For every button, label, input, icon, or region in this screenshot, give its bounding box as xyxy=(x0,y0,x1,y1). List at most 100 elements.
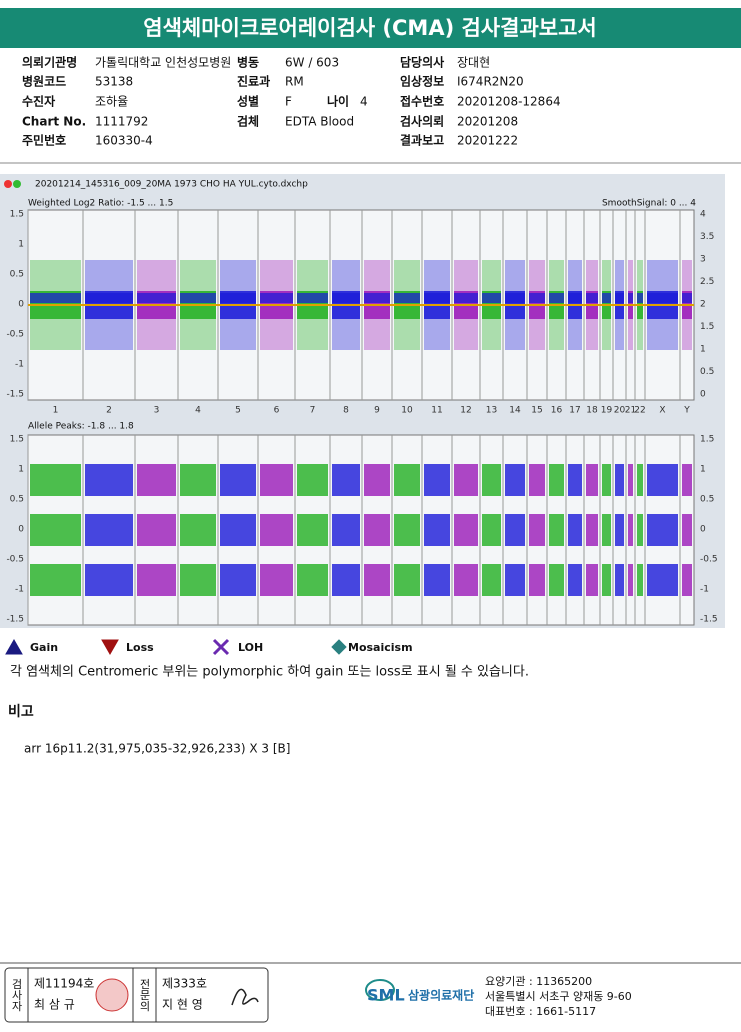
y-tick-label: 0.5 xyxy=(10,495,24,505)
allele-cloud xyxy=(602,564,611,596)
chrom-label: 18 xyxy=(586,406,598,416)
allele-cloud xyxy=(505,464,525,496)
y2-tick-label: 2 xyxy=(700,300,706,310)
field-label: 성별 xyxy=(237,94,259,109)
allele-cloud xyxy=(549,464,564,496)
remarks-title: 비고 xyxy=(8,704,34,720)
legend-label: Gain xyxy=(30,641,58,654)
log-ratio-band xyxy=(647,293,678,303)
log-ratio-band xyxy=(628,293,633,303)
allele-cloud xyxy=(647,464,678,496)
chrom-label: 5 xyxy=(235,406,241,416)
examiner-no: 제11194호 xyxy=(34,977,94,991)
file-name: 20201214_145316_009_20MA 1973 CHO HA YUL… xyxy=(35,180,308,190)
log-ratio-band xyxy=(505,293,525,303)
y2-tick-label: 0 xyxy=(700,525,706,535)
legend-label: Mosaicism xyxy=(348,641,413,654)
allele-cloud xyxy=(615,514,624,546)
title: 염색체마이크로어레이검사 (CMA) 검사결과보고서 xyxy=(143,16,596,40)
chrom-label: 22 xyxy=(634,406,645,416)
chrom-label: 1 xyxy=(53,406,59,416)
allele-cloud xyxy=(364,464,390,496)
doctor-title: 전문의 xyxy=(138,978,151,1012)
examiner-name: 최 삼 규 xyxy=(34,998,75,1012)
field-value: 가톨릭대학교 인천성모병원 xyxy=(95,55,231,70)
allele-cloud xyxy=(424,464,450,496)
y2-tick-label: 1.5 xyxy=(700,435,714,445)
allele-cloud xyxy=(364,564,390,596)
allele-cloud xyxy=(454,514,478,546)
y-tick-label: 0 xyxy=(18,300,24,310)
allele-cloud xyxy=(220,464,256,496)
chrom-label: 11 xyxy=(431,406,442,416)
allele-cloud xyxy=(137,464,176,496)
chrom-label: X xyxy=(659,406,665,416)
field-value: 20201222 xyxy=(457,134,518,148)
log-ratio-band xyxy=(220,293,256,303)
y2-tick-label: 3.5 xyxy=(700,232,714,242)
y-tick-label: 1.5 xyxy=(10,435,24,445)
chrom-label: 2 xyxy=(106,406,112,416)
allele-cloud xyxy=(529,514,545,546)
allele-cloud xyxy=(628,464,633,496)
allele-cloud xyxy=(637,464,643,496)
allele-cloud xyxy=(180,564,216,596)
allele-cloud xyxy=(586,514,598,546)
allele-cloud xyxy=(505,514,525,546)
y2-tick-label: -1 xyxy=(700,585,709,595)
log-ratio-band xyxy=(394,293,420,303)
log-ratio-band xyxy=(332,293,360,303)
chrom-label: 7 xyxy=(310,406,316,416)
allele-cloud xyxy=(424,514,450,546)
logo: SML xyxy=(367,986,405,1005)
field-label: 병원코드 xyxy=(22,74,66,89)
allele-cloud xyxy=(637,564,643,596)
allele-cloud xyxy=(30,464,81,496)
sign-box xyxy=(4,967,269,1023)
allele-cloud xyxy=(628,514,633,546)
field-value: 160330-4 xyxy=(95,134,153,148)
chrom-label: 4 xyxy=(195,406,201,416)
y-tick-label: 0 xyxy=(18,525,24,535)
field-value: 53138 xyxy=(95,75,133,89)
y-tick-label: 1 xyxy=(18,465,24,475)
chrom-label: 12 xyxy=(460,406,471,416)
allele-cloud xyxy=(332,464,360,496)
field-label: 나이 xyxy=(327,94,349,109)
field-value: F xyxy=(285,95,292,109)
log-ratio-band xyxy=(424,293,450,303)
field-label: 담당의사 xyxy=(400,55,444,70)
allele-cloud xyxy=(137,564,176,596)
log-ratio-band xyxy=(30,293,81,303)
allele-cloud xyxy=(454,464,478,496)
log-ratio-band xyxy=(615,293,624,303)
allele-cloud xyxy=(297,514,328,546)
allele-cloud xyxy=(682,514,692,546)
allele-cloud xyxy=(454,564,478,596)
field-label: 검사의뢰 xyxy=(400,114,444,129)
plots: 1.510.50-0.5-1-1.543.532.521.510.501.510… xyxy=(6,209,718,626)
y2-tick-label: 0.5 xyxy=(700,495,714,505)
allele-cloud xyxy=(297,464,328,496)
allele-cloud xyxy=(30,564,81,596)
allele-cloud xyxy=(260,464,293,496)
allele-cloud xyxy=(602,464,611,496)
allele-cloud xyxy=(180,514,216,546)
legend-symbol xyxy=(101,639,119,656)
log-ratio-band xyxy=(260,293,293,303)
address: 서울특별시 서초구 양재동 9-60 xyxy=(485,990,632,1003)
chrom-label: 17 xyxy=(569,406,580,416)
log-ratio-band xyxy=(682,293,692,303)
field-label: 수진자 xyxy=(22,94,55,109)
log-ratio-band xyxy=(529,293,545,303)
allele-cloud xyxy=(602,514,611,546)
y-tick-label: -1.5 xyxy=(6,390,24,400)
field-value: 6W / 603 xyxy=(285,56,339,70)
chrom-label: 15 xyxy=(531,406,542,416)
doctor-name: 지 현 영 xyxy=(162,998,203,1012)
y-tick-label: -1.5 xyxy=(6,615,24,625)
legend: Gain Loss LOH Mosaicism xyxy=(5,638,413,656)
y2-tick-label: -1.5 xyxy=(700,615,718,625)
allele-cloud xyxy=(85,514,133,546)
